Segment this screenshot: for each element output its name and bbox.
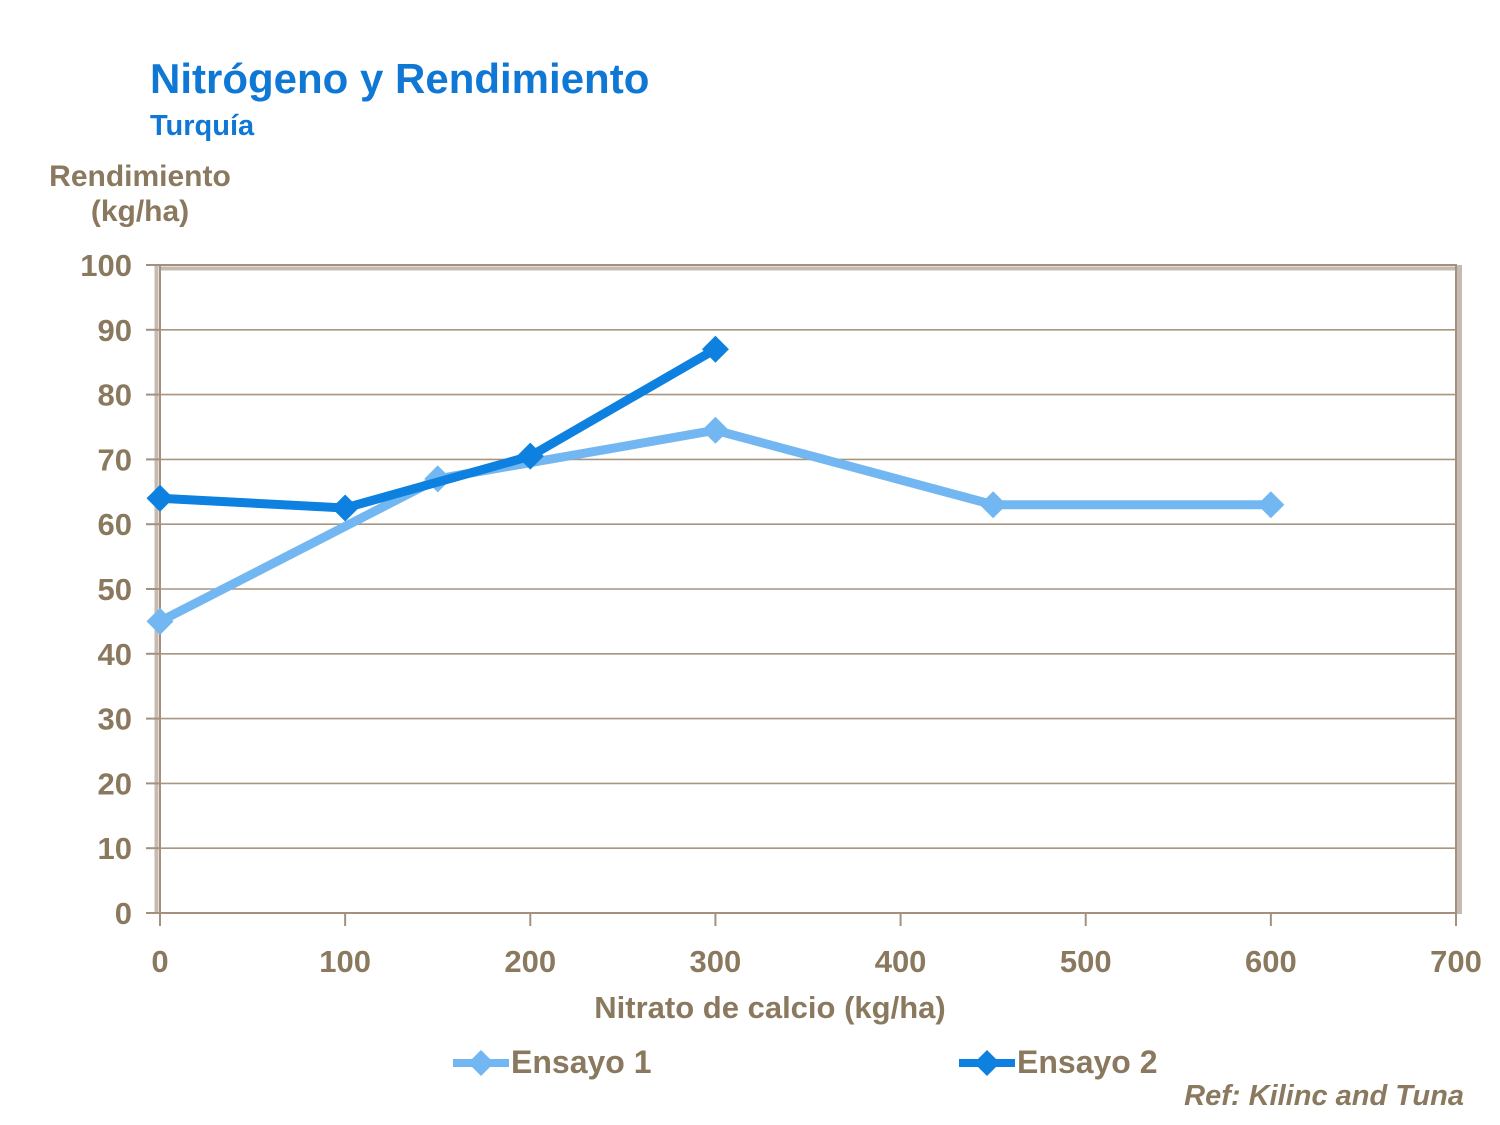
legend-label-ensayo-2: Ensayo 2 xyxy=(1017,1044,1158,1080)
data-point-ensayo-2-x200 xyxy=(516,442,544,470)
data-point-ensayo-2-x0 xyxy=(146,484,174,512)
x-tick-label-200: 200 xyxy=(504,944,556,979)
y-tick-label-30: 30 xyxy=(98,702,132,737)
chart-subtitle: Turquía xyxy=(150,110,255,142)
y-axis-title-line1: Rendimiento xyxy=(49,160,231,193)
legend-diamond-0 xyxy=(468,1049,494,1076)
y-tick-label-20: 20 xyxy=(98,766,132,801)
y-tick-label-40: 40 xyxy=(98,637,132,672)
data-point-ensayo-1-x600 xyxy=(1257,491,1285,519)
chart-title: Nitrógeno y Rendimiento xyxy=(150,55,650,102)
y-tick-label-60: 60 xyxy=(98,507,132,542)
ensayo-2-line-marker-icon xyxy=(959,1049,1015,1076)
legend-diamond-1 xyxy=(974,1049,1000,1076)
series-line-ensayo-2 xyxy=(155,344,720,513)
y-axis-title-line2: (kg/ha) xyxy=(90,194,190,228)
x-tick-label-400: 400 xyxy=(875,944,927,979)
y-tick-label-100: 100 xyxy=(80,248,132,283)
legend-item-ensayo-2: Ensayo 2 xyxy=(958,1044,1158,1081)
data-point-ensayo-1-x300 xyxy=(701,416,729,444)
y-tick-label-10: 10 xyxy=(98,831,132,866)
data-point-ensayo-2-x100 xyxy=(331,494,359,522)
data-point-ensayo-2-x300 xyxy=(701,335,729,363)
y-tick-label-50: 50 xyxy=(98,572,132,607)
x-tick-label-100: 100 xyxy=(319,944,371,979)
data-point-ensayo-1-x0 xyxy=(146,607,174,635)
data-point-ensayo-1-x450 xyxy=(979,491,1007,519)
y-axis-title: Rendimiento (kg/ha) xyxy=(5,160,275,229)
x-axis-title: Nitrato de calcio (kg/ha) xyxy=(594,990,946,1025)
ensayo-1-line-marker-icon xyxy=(453,1049,509,1076)
y-tick-label-90: 90 xyxy=(98,313,132,348)
legend-item-ensayo-1: Ensayo 1 xyxy=(452,1044,652,1081)
y-tick-label-0: 0 xyxy=(115,896,132,931)
reference-note: Ref: Kilinc and Tuna xyxy=(1184,1080,1464,1112)
legend-label-ensayo-1: Ensayo 1 xyxy=(511,1044,652,1080)
y-tick-label-70: 70 xyxy=(98,442,132,477)
y-tick-label-80: 80 xyxy=(98,378,132,413)
x-tick-label-0: 0 xyxy=(151,944,168,979)
x-tick-label-700: 700 xyxy=(1430,944,1482,979)
x-tick-label-600: 600 xyxy=(1245,944,1297,979)
x-tick-label-300: 300 xyxy=(690,944,742,979)
x-tick-label-500: 500 xyxy=(1060,944,1112,979)
